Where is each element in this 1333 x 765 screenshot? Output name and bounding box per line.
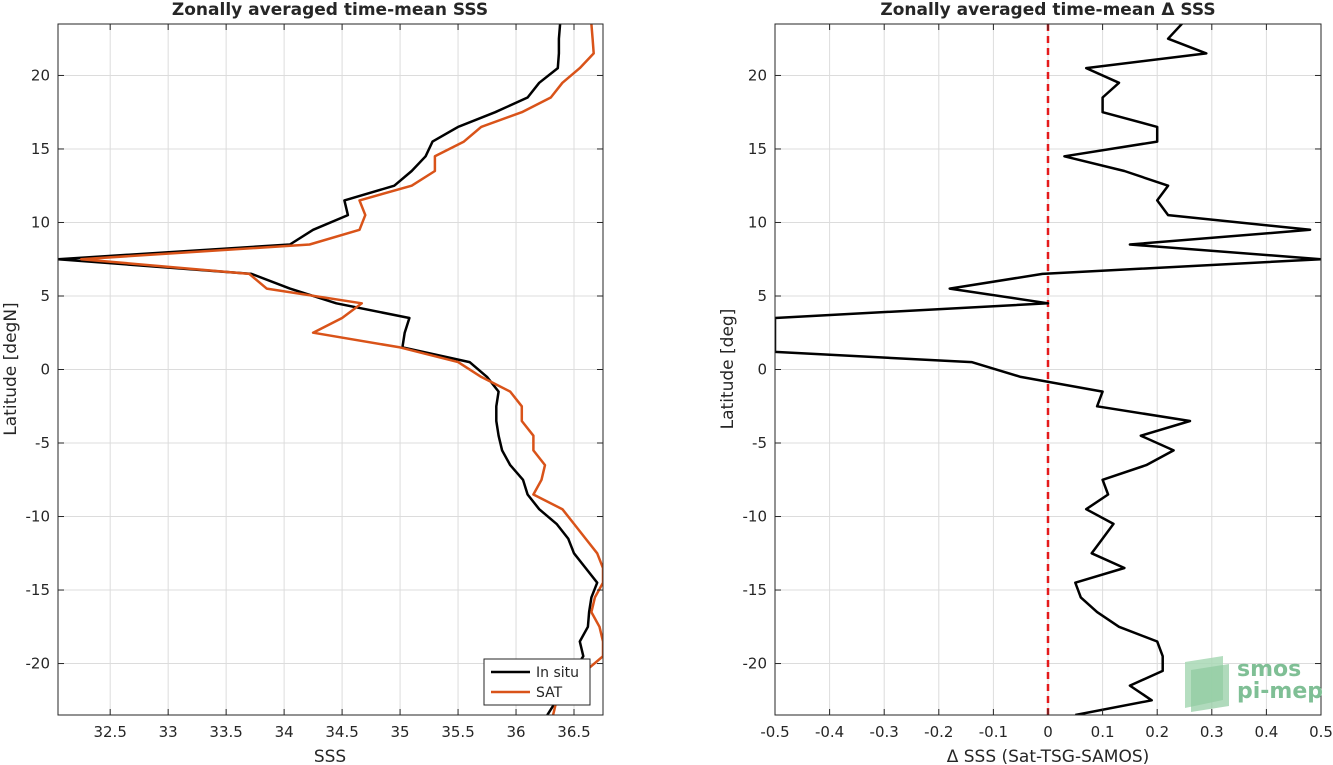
left-ytick-label: -10 [26,508,51,526]
left-series-line-0 [58,24,599,715]
logo-line2: pi-mep [1237,679,1323,704]
left-xtick-label: 36.5 [557,723,590,741]
left-xtick-label: 34 [275,723,294,741]
right-ytick-label: 20 [748,66,767,84]
right-title: Zonally averaged time-mean Δ SSS [880,0,1215,20]
right-xtick-label: -0.1 [979,723,1008,741]
logo-line1: smos [1237,657,1301,682]
legend: In situ SAT [483,658,591,706]
right-ytick-label: 0 [757,361,767,379]
right-ytick-label: 15 [748,140,767,158]
left-xtick-label: 34.5 [325,723,358,741]
legend-label-insitu: In situ [536,665,579,681]
right-xtick-label: -0.2 [924,723,953,741]
right-xlabel: Δ SSS (Sat-TSG-SAMOS) [947,747,1150,765]
left-ytick-label: -5 [35,434,50,452]
smos-pimep-logo: smos pi-mep [1185,656,1323,712]
right-ylabel: Latitude [deg] [718,309,738,430]
right-ytick-label: -20 [743,655,768,673]
right-xtick-label: 0.4 [1254,723,1278,741]
left-xtick-label: 32.5 [93,723,126,741]
legend-box [483,658,591,706]
left-xtick-label: 35 [391,723,410,741]
right-ytick-label: -10 [743,508,768,526]
right-xtick-label: 0 [1043,723,1053,741]
right-xtick-label: 0.1 [1091,723,1115,741]
left-series-group [58,24,603,715]
left-xtick-label: 36 [506,723,525,741]
left-ylabel: Latitude [degN] [1,302,21,435]
right-panel: -0.5 -0.4 -0.3 -0.2 -0.1 0 0.1 0.2 0.3 0.4 0.5 -20 -… [718,0,1333,765]
left-xlabel: SSS [314,747,346,765]
left-ticks: 32.5 33 33.5 34 34.5 35 35.5 36 36.5 -20 -15 -10 -5 0… [26,24,603,741]
right-xtick-label: -0.3 [870,723,899,741]
left-panel: 32.5 33 33.5 34 34.5 35 35.5 36 36.5 -20 -15 -10 -5 0… [1,0,604,765]
left-xtick-label: 33 [159,723,178,741]
legend-label-sat: SAT [536,685,563,701]
right-ytick-label: -15 [743,581,768,599]
right-ytick-label: -5 [752,434,767,452]
right-xtick-label: 0.5 [1309,723,1333,741]
left-ytick-label: -15 [26,581,51,599]
right-series-group [775,24,1321,715]
right-xtick-label: -0.5 [760,723,789,741]
left-ytick-label: 15 [31,140,50,158]
right-ytick-label: 10 [748,213,767,231]
left-ytick-label: -20 [26,655,51,673]
right-ytick-label: 5 [757,287,767,305]
left-xtick-label: 33.5 [209,723,242,741]
right-series-line-0 [775,24,1321,715]
left-ytick-label: 0 [40,361,50,379]
left-ytick-label: 20 [31,66,50,84]
left-title: Zonally averaged time-mean SSS [172,0,488,20]
left-ytick-label: 5 [40,287,50,305]
left-xtick-label: 35.5 [441,723,474,741]
left-series-line-1 [79,24,603,715]
right-xtick-label: -0.4 [815,723,844,741]
right-xtick-label: 0.2 [1145,723,1169,741]
right-ticks: -0.5 -0.4 -0.3 -0.2 -0.1 0 0.1 0.2 0.3 0.4 0.5 -20 -… [743,24,1333,741]
right-xtick-label: 0.3 [1200,723,1224,741]
left-ytick-label: 10 [31,213,50,231]
